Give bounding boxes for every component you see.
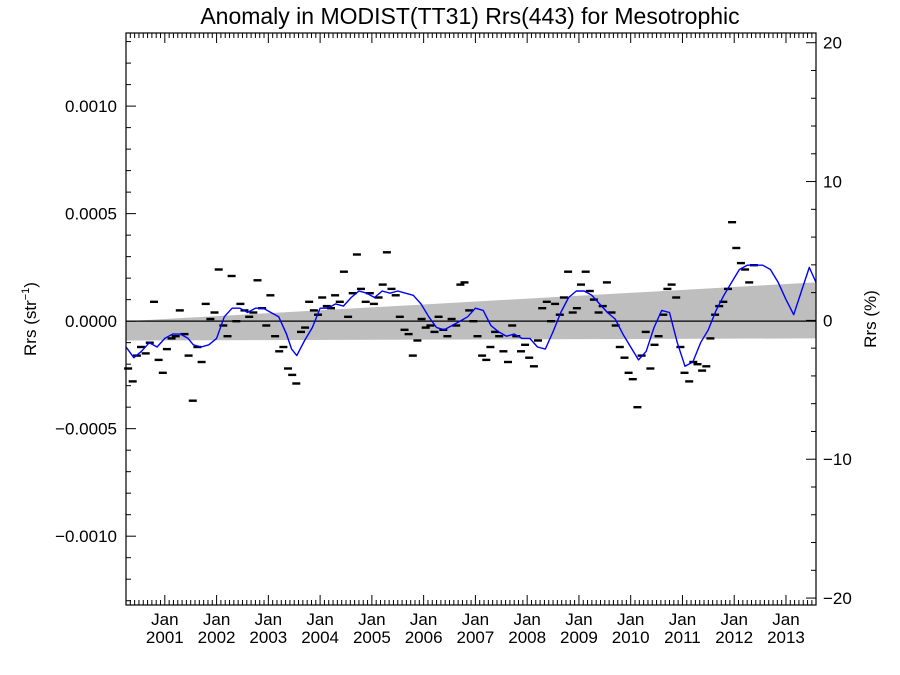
left-tick-label: 0.0000 (65, 312, 117, 331)
right-tick-label: −20 (823, 589, 852, 608)
x-tick-year-label: 2008 (508, 628, 546, 647)
x-tick-year-label: 2009 (560, 628, 598, 647)
left-tick-label: 0.0005 (65, 205, 117, 224)
y-axis-label-left-close: ) (21, 282, 40, 288)
x-tick-year-label: 2010 (612, 628, 650, 647)
x-tick-year-label: 2013 (767, 628, 805, 647)
monthly-anomaly-markers (124, 220, 758, 409)
right-tick-label: 20 (823, 34, 842, 53)
x-tick-year-label: 2012 (715, 628, 753, 647)
x-tick-month-label: Jan (462, 610, 489, 629)
x-tick-year-label: 2001 (146, 628, 184, 647)
x-tick-year-label: 2006 (405, 628, 443, 647)
left-tick-label: −0.0010 (55, 527, 117, 546)
left-tick-label: 0.0010 (65, 97, 117, 116)
y-axis-label-right: Rrs (%) (861, 290, 880, 348)
y-axis-label-left-main: Rrs (str (21, 300, 40, 356)
x-tick-month-label: Jan (617, 610, 644, 629)
x-tick-year-label: 2004 (301, 628, 339, 647)
x-tick-month-label: Jan (513, 610, 540, 629)
chart-title: Anomaly in MODIST(TT31) Rrs(443) for Mes… (200, 3, 739, 29)
x-tick-month-label: Jan (410, 610, 437, 629)
x-tick-year-label: 2002 (198, 628, 236, 647)
axis-ticks (125, 33, 816, 605)
right-tick-label: −10 (823, 450, 852, 469)
y-axis-label-left-sup: −1 (20, 288, 32, 301)
x-tick-year-label: 2003 (249, 628, 287, 647)
x-tick-year-label: 2011 (664, 628, 701, 647)
tick-labels: 0.00100.00050.0000−0.0005−0.001020100−10… (55, 34, 852, 647)
x-tick-month-label: Jan (203, 610, 230, 629)
left-tick-label: −0.0005 (55, 420, 117, 439)
moving-average-layer (125, 264, 817, 367)
x-tick-month-label: Jan (306, 610, 333, 629)
x-tick-month-label: Jan (151, 610, 178, 629)
y-axis-label-left: Rrs (str−1) (20, 282, 40, 356)
x-tick-year-label: 2007 (456, 628, 494, 647)
right-tick-label: 0 (823, 311, 832, 330)
x-tick-month-label: Jan (565, 610, 592, 629)
right-tick-label: 10 (823, 173, 842, 192)
x-tick-month-label: Jan (255, 610, 282, 629)
x-tick-year-label: 2005 (353, 628, 391, 647)
x-tick-month-label: Jan (669, 610, 696, 629)
x-tick-month-label: Jan (772, 610, 799, 629)
x-tick-month-label: Jan (721, 610, 748, 629)
x-tick-month-label: Jan (358, 610, 385, 629)
moving-average-line (125, 264, 817, 367)
